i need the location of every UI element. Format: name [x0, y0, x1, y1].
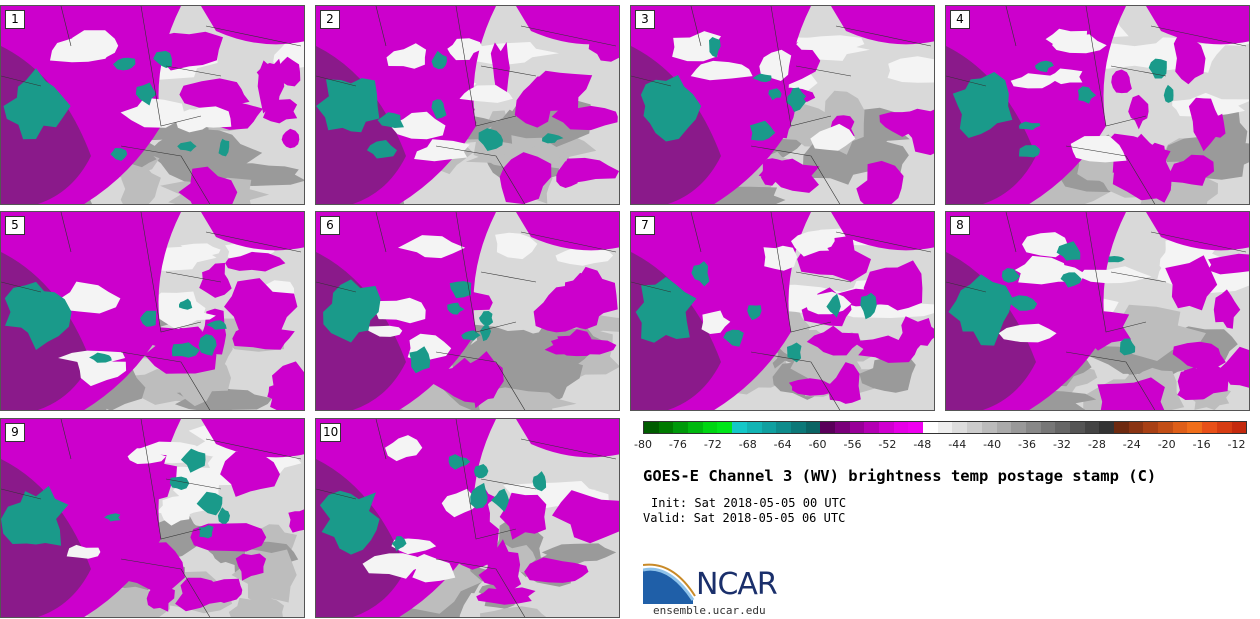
colorbar-tick-labels: -80 -76 -72 -68 -64 -60 -56 -52 -48 -44 -40 -36 -32 -… [634, 438, 1247, 452]
colorbar-swatch [937, 422, 953, 433]
postage-stamp-panel: 4 [945, 5, 1250, 205]
colorbar-tick-label: -24 [1122, 438, 1141, 451]
colorbar-swatch [761, 422, 777, 433]
wv-field-map [316, 6, 619, 204]
panel-number-label: 10 [320, 423, 342, 442]
colorbar-tick-label: -20 [1157, 438, 1176, 451]
colorbar-swatch [1114, 422, 1129, 433]
colorbar-swatch [879, 422, 894, 433]
colorbar-swatch [1069, 422, 1085, 433]
postage-stamp-panel: 5 [0, 211, 305, 411]
panel-number-label: 1 [5, 10, 25, 29]
colorbar-swatch [1172, 422, 1188, 433]
postage-stamp-panel: 7 [630, 211, 935, 411]
panel-number-label: 4 [950, 10, 970, 29]
colorbar-swatch [1128, 422, 1144, 433]
colorbar-swatch [1158, 422, 1173, 433]
colorbar-tick-label: -40 [983, 438, 1002, 451]
colorbar-swatch [1187, 422, 1203, 433]
postage-stamp-panel: 1 [0, 5, 305, 205]
valid-time: Valid: Sat 2018-05-05 06 UTC [643, 511, 846, 525]
wv-field-map [946, 212, 1249, 410]
colorbar-swatch [1084, 422, 1100, 433]
colorbar-swatch [702, 422, 718, 433]
wv-field-map [1, 6, 304, 204]
colorbar-swatch [1216, 422, 1232, 433]
colorbar-swatch [790, 422, 806, 433]
wv-field-map [1, 419, 304, 617]
colorbar-swatch [644, 422, 659, 433]
colorbar-swatch [996, 422, 1012, 433]
colorbar-tick-label: -76 [668, 438, 687, 451]
colorbar-tick-label: -72 [703, 438, 722, 451]
colorbar-swatch [893, 422, 909, 433]
postage-stamp-panel: 9 [0, 418, 305, 618]
panel-number-label: 6 [320, 216, 340, 235]
panel-number-label: 9 [5, 423, 25, 442]
postage-stamp-panel: 6 [315, 211, 620, 411]
postage-stamp-panel: 8 [945, 211, 1250, 411]
colorbar-swatch [834, 422, 850, 433]
colorbar-swatch [908, 422, 924, 433]
panel-number-label: 5 [5, 216, 25, 235]
postage-stamp-panel: 3 [630, 5, 935, 205]
colorbar-swatch [1231, 422, 1247, 433]
colorbar-swatch [746, 422, 762, 433]
wv-field-map [1, 212, 304, 410]
colorbar-tick-label: -60 [808, 438, 827, 451]
colorbar-swatch [849, 422, 865, 433]
colorbar-tick-label: -68 [738, 438, 757, 451]
colorbar-swatch [1025, 422, 1041, 433]
wv-field-map [316, 212, 619, 410]
colorbar-swatch [732, 422, 747, 433]
colorbar-swatch [1040, 422, 1056, 433]
postage-stamp-panel: 10 [315, 418, 620, 618]
colorbar-tick-label: -56 [843, 438, 862, 451]
colorbar-tick-label: -16 [1192, 438, 1211, 451]
wv-field-map [946, 6, 1249, 204]
panel-number-label: 3 [635, 10, 655, 29]
colorbar-tick-label: -44 [948, 438, 967, 451]
colorbar-swatch [688, 422, 703, 433]
colorbar-swatch [658, 422, 674, 433]
colorbar-tick-label: -32 [1052, 438, 1071, 451]
colorbar-swatch [967, 422, 982, 433]
colorbar-tick-label: -48 [913, 438, 932, 451]
wv-field-map [316, 419, 619, 617]
panel-number-label: 2 [320, 10, 340, 29]
panel-number-label: 8 [950, 216, 970, 235]
postage-stamp-panel: 2 [315, 5, 620, 205]
colorbar-swatch [1143, 422, 1159, 433]
colorbar-tick-label: -28 [1087, 438, 1106, 451]
figure-title: GOES-E Channel 3 (WV) brightness temp po… [643, 467, 1157, 485]
colorbar-swatch [981, 422, 997, 433]
colorbar-swatch [1202, 422, 1217, 433]
wv-field-map [631, 6, 934, 204]
colorbar-swatch [864, 422, 879, 433]
colorbar-swatch [1055, 422, 1070, 433]
colorbar-tick-label: -36 [1018, 438, 1037, 451]
colorbar-swatch [673, 422, 689, 433]
panel-number-label: 7 [635, 216, 655, 235]
init-time: Init: Sat 2018-05-05 00 UTC [651, 496, 847, 510]
colorbar-tick-label: -52 [878, 438, 897, 451]
colorbar-swatch [1099, 422, 1114, 433]
colorbar-swatch [1011, 422, 1026, 433]
colorbar-swatch [805, 422, 821, 433]
colorbar-swatch [776, 422, 791, 433]
colorbar-swatch [952, 422, 968, 433]
colorbar-swatch [923, 422, 938, 433]
wv-field-map [631, 212, 934, 410]
colorbar [643, 421, 1247, 434]
site-url: ensemble.ucar.edu [653, 604, 766, 617]
colorbar-swatch [820, 422, 835, 433]
logo-text: NCAR [696, 567, 778, 602]
colorbar-tick-label: -12 [1227, 438, 1246, 451]
colorbar-tick-label: -64 [773, 438, 792, 451]
colorbar-swatch [717, 422, 733, 433]
ncar-logo-icon [643, 563, 696, 604]
colorbar-tick-label: -80 [634, 438, 652, 451]
